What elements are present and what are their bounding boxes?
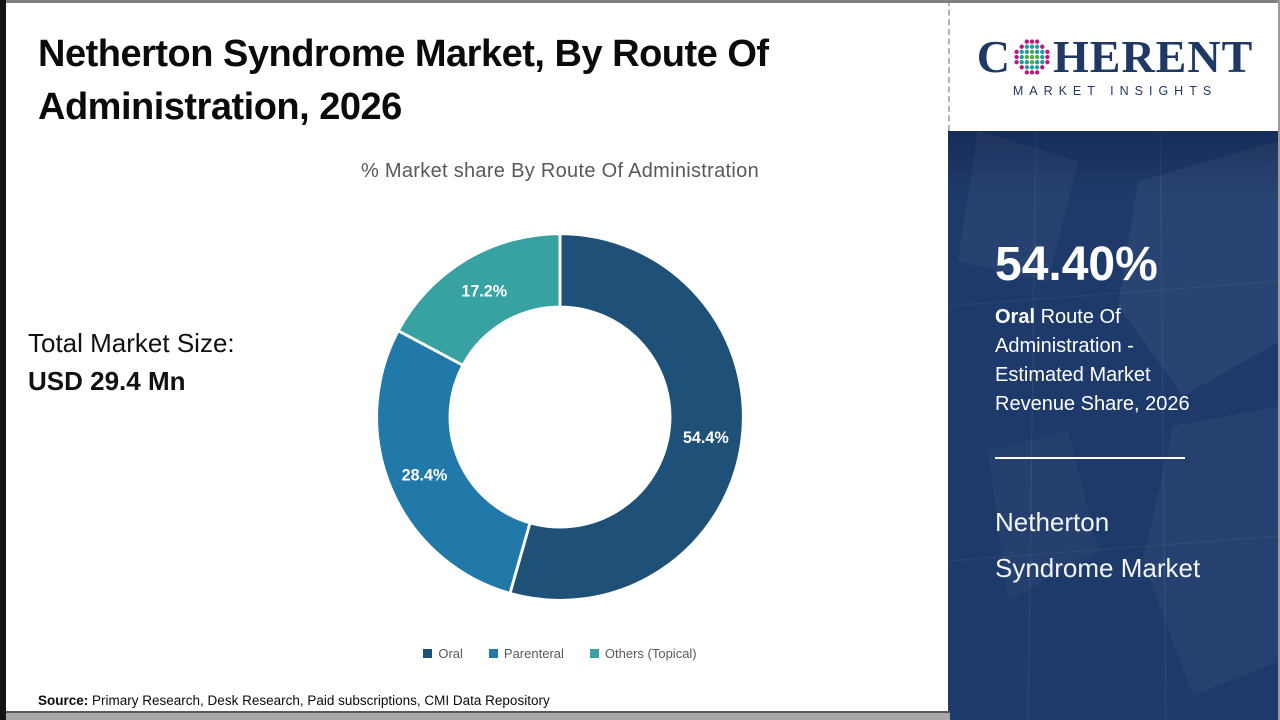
legend-swatch — [488, 649, 498, 658]
coherent-logo: C HERENT — [976, 30, 1254, 82]
pie-slice-parenteral — [375, 328, 532, 596]
highlight-stat-description: Oral Route Of Administration - Estimated… — [995, 303, 1217, 419]
legend-swatch — [589, 649, 599, 658]
sidebar-top-shadow — [948, 131, 1280, 720]
legend-label: Parenteral — [503, 646, 564, 661]
source-label: Source: — [38, 693, 89, 708]
source-text: Primary Research, Desk Research, Paid su… — [92, 693, 550, 708]
legend-item-others-topical-: Others (Topical) — [589, 646, 697, 661]
left-border — [0, 0, 6, 720]
page-title: Netherton Syndrome Market, By Route Of A… — [38, 28, 828, 134]
page-title-line1: Netherton Syndrome Market, By Route Of — [38, 33, 769, 75]
pie-slice-oral — [508, 232, 745, 602]
highlight-sidebar: 54.40% Oral Route Of Administration - Es… — [948, 131, 1280, 720]
sidebar-market-title-line1: Netherton — [995, 507, 1110, 537]
coherent-globe-icon — [1014, 38, 1050, 75]
slice-data-label: 17.2% — [461, 282, 507, 300]
slice-data-label: 28.4% — [402, 466, 448, 484]
chart-legend: Oral Parenteral Others (Topical) — [230, 646, 890, 661]
total-market-block: Total Market Size: USD 29.4 Mn — [28, 324, 235, 400]
legend-item-oral: Oral — [423, 646, 463, 661]
legend-label: Others (Topical) — [604, 646, 697, 661]
total-market-value: USD 29.4 Mn — [28, 366, 186, 396]
page-title-line2: Administration, 2026 — [38, 86, 402, 128]
right-border — [1278, 0, 1280, 720]
logo-subtitle: MARKET INSIGHTS — [1012, 83, 1218, 98]
source-line: Source: Primary Research, Desk Research,… — [38, 693, 550, 708]
legend-swatch — [423, 649, 433, 658]
pie-slice-others-topical- — [396, 232, 562, 368]
highlight-stat-value: 54.40% — [995, 238, 1158, 291]
legend-label: Oral — [438, 646, 463, 661]
stat-desc-segment: Oral — [995, 306, 1036, 328]
top-border — [0, 0, 1280, 3]
total-market-label: Total Market Size: — [28, 328, 235, 358]
bottom-border — [0, 711, 950, 720]
logo-box: C HERENT MARKET INSIGHTS — [948, 0, 1280, 131]
donut-chart-svg: 54.4% 28.4% 17.2% — [375, 232, 745, 602]
logo-letter-c: C — [976, 30, 1011, 82]
donut-chart: 54.4% 28.4% 17.2% — [370, 227, 750, 607]
chart-title: % Market share By Route Of Administratio… — [360, 160, 759, 182]
sidebar-market-title-line2: Syndrome Market — [995, 553, 1201, 583]
sidebar-divider — [995, 457, 1185, 459]
world-map-texture — [948, 131, 1280, 720]
legend-item-parenteral: Parenteral — [488, 646, 564, 661]
sidebar-market-title: Netherton Syndrome Market — [995, 499, 1245, 591]
stat-desc-text: Route Of Administration - Estimated Mark… — [995, 306, 1190, 415]
slice-data-label: 54.4% — [683, 429, 729, 447]
logo-letters-herent: HERENT — [1052, 30, 1254, 82]
